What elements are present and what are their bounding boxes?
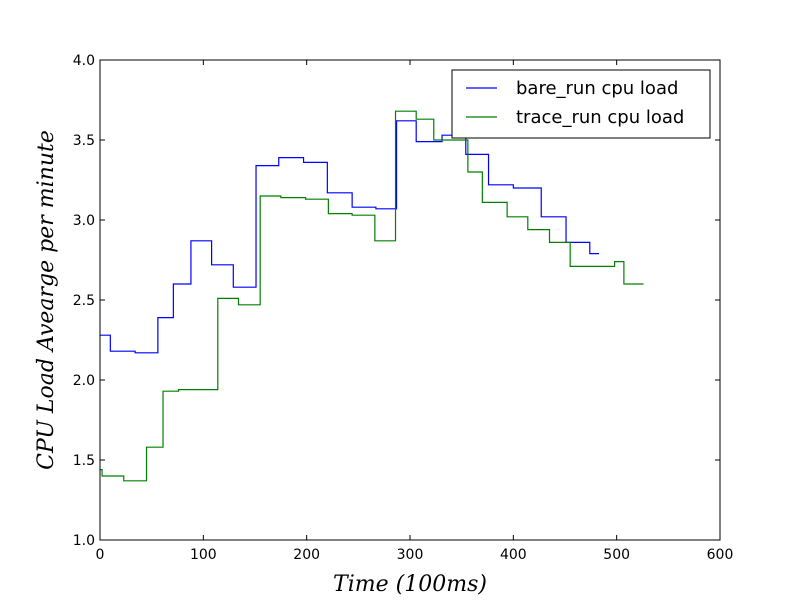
legend-label-1: trace_run cpu load — [516, 107, 684, 128]
x-tick-label: 300 — [397, 547, 424, 563]
y-tick-label: 2.5 — [73, 293, 95, 309]
legend-box — [451, 69, 711, 139]
x-tick-label: 400 — [500, 547, 527, 563]
y-tick-label: 1.0 — [73, 533, 95, 549]
series-layer — [100, 110, 644, 482]
y-tick-label: 1.5 — [73, 453, 95, 469]
series-line-0 — [100, 120, 600, 354]
legend-label-0: bare_run cpu load — [516, 78, 678, 99]
legend: bare_run cpu load trace_run cpu load — [451, 69, 711, 139]
x-tick-label: 500 — [603, 547, 630, 563]
y-tick-label: 3.0 — [73, 213, 95, 229]
series-line-1 — [100, 110, 644, 482]
x-tick-label: 600 — [707, 547, 734, 563]
y-tick-label: 3.5 — [73, 133, 95, 149]
y-tick-label: 4.0 — [73, 53, 95, 69]
x-tick-label: 200 — [293, 547, 320, 563]
tick-layer: 0 100 200 300 400 500 600 1.0 1.5 2.0 2.5 3.0 3.5 4.0 — [73, 53, 734, 563]
x-axis-title: Time (100ms) — [333, 572, 487, 597]
x-tick-label: 0 — [96, 547, 105, 563]
y-axis-title: CPU Load Avearge per minute — [34, 130, 59, 470]
x-tick-label: 100 — [190, 547, 217, 563]
y-tick-label: 2.0 — [73, 373, 95, 389]
